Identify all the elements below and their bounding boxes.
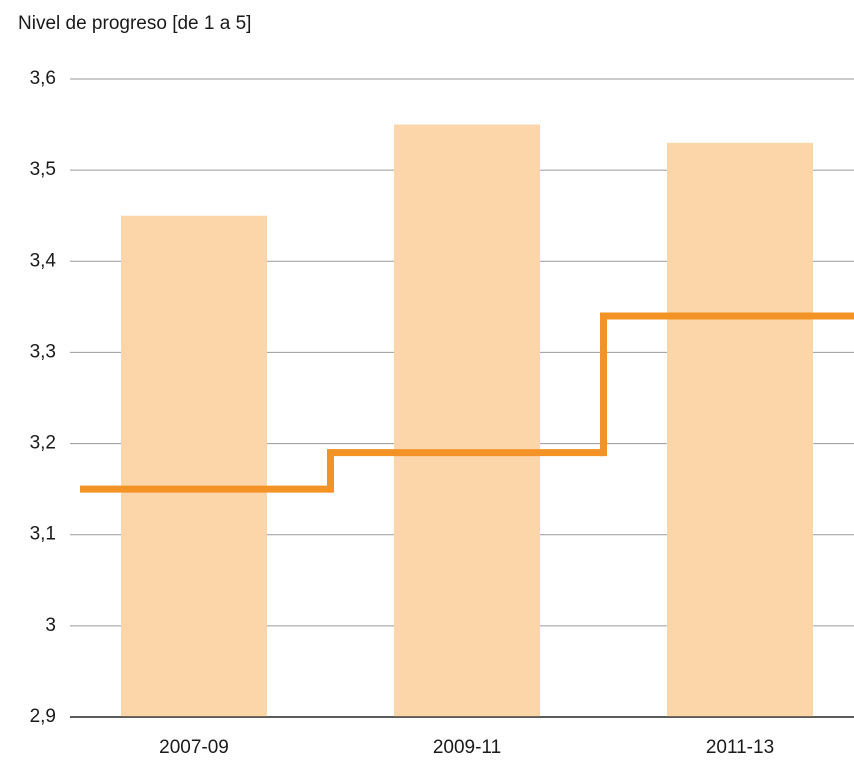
bar xyxy=(394,124,540,718)
x-tick-label: 2009-11 xyxy=(433,737,501,758)
x-tick-label: 2007-09 xyxy=(159,737,229,758)
y-tick-label: 3,4 xyxy=(30,250,57,271)
y-tick-label: 3,2 xyxy=(30,433,56,454)
x-tick-label: 2011-13 xyxy=(706,737,774,758)
y-tick-label: 3,3 xyxy=(30,341,56,362)
y-tick-label: 3,1 xyxy=(30,524,56,545)
y-tick-label: 2,9 xyxy=(30,706,56,727)
y-tick-label: 3,6 xyxy=(30,68,56,89)
chart-title: Nivel de progreso [de 1 a 5] xyxy=(18,13,251,34)
y-tick-label: 3,5 xyxy=(30,159,56,180)
bar xyxy=(121,215,267,717)
y-tick-label: 3 xyxy=(45,615,56,636)
bar xyxy=(667,142,813,718)
